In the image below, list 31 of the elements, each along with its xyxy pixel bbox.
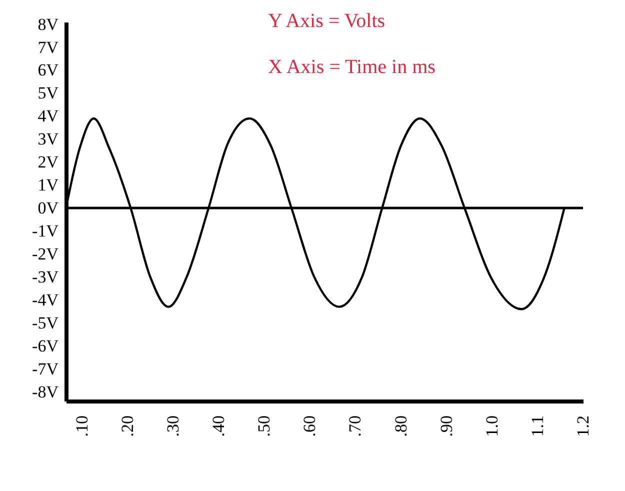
x-tick-label: .50 [254,416,274,437]
x-tick-label: .10 [72,416,92,437]
x-tick-label: .60 [300,416,320,437]
y-tick-label: 8V [38,14,60,34]
y-tick-label: -4V [32,290,60,310]
y-tick-label: -5V [32,313,60,332]
y-tick-label: -8V [32,382,60,402]
annotation: X Axis = Time in ms [268,56,436,78]
y-tick-label: -1V [32,222,60,241]
y-tick-label: 2V [38,152,60,172]
y-tick-label: -3V [32,267,60,286]
y-tick-label: 0V [38,198,60,218]
x-tick-label: .90 [436,416,456,437]
y-tick-label: 6V [38,60,60,80]
x-tick-label: .80 [391,416,410,437]
x-tick-label: .20 [118,416,137,437]
x-tick-label: 1.2 [574,416,592,437]
x-tick-label: 1.1 [528,416,547,437]
y-tick-label: 3V [38,130,60,149]
y-tick-label: 7V [38,38,60,57]
x-tick-label: .40 [209,416,228,437]
y-tick-label: 4V [38,106,60,126]
x-tick-label: 1.0 [482,416,502,437]
y-tick-label: 5V [38,84,60,103]
x-tick-label: .30 [164,416,183,437]
y-tick-label: -6V [32,336,60,356]
y-tick-label: -2V [32,244,60,264]
x-tick-label: .70 [346,416,365,437]
annotation: Y Axis = Volts [268,10,386,32]
y-tick-label: -7V [32,359,60,378]
y-tick-label: 1V [38,176,60,195]
